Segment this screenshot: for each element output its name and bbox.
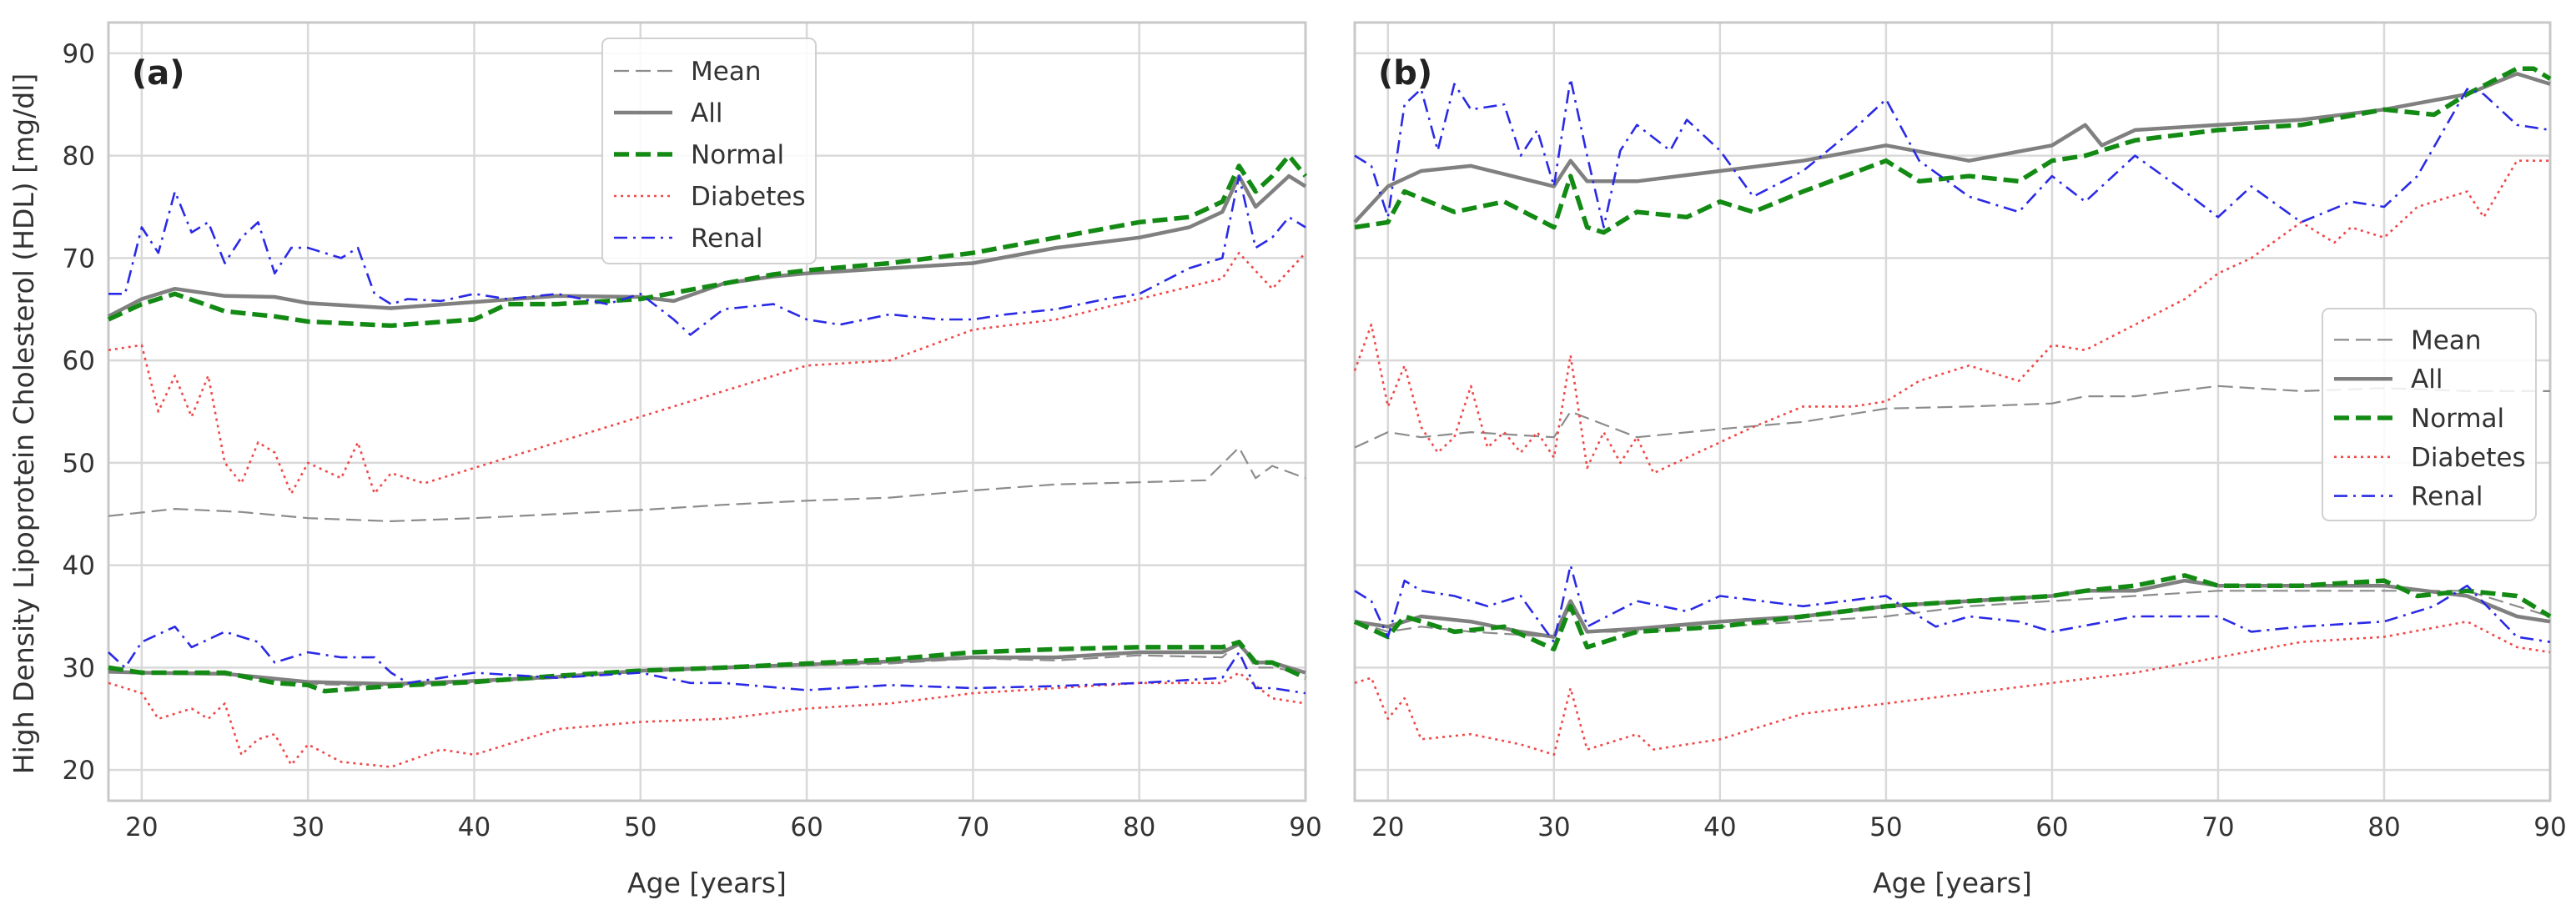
x-tick-label: 50 (624, 812, 657, 842)
y-tick-label: 50 (63, 449, 95, 479)
legend-label: Normal (2411, 404, 2504, 434)
series-line-diabetes (1353, 159, 2550, 475)
panel-a: 20 30 40 50 60 70 80 90 20 30 40 50 60 70 80 90 Age [yea… (63, 21, 1322, 899)
x-tick-label: 70 (2201, 812, 2234, 842)
x-tick-label: 90 (2533, 812, 2566, 842)
series-line-renal (1354, 564, 2551, 644)
series-line-mean (1354, 590, 2551, 638)
x-axis-label: Age [years] (1873, 867, 2032, 899)
legend-label: Mean (2411, 325, 2481, 355)
y-axis-label: High Density Lipoprotein Cholesterol (HD… (8, 73, 40, 774)
legend-label: Normal (691, 140, 784, 170)
x-tick-label: 50 (1869, 812, 1902, 842)
x-tick-label: 80 (1123, 812, 1155, 842)
x-tick-label: 90 (1289, 812, 1321, 842)
legend-box (2322, 308, 2537, 521)
y-tick-label: 40 (63, 551, 95, 581)
y-tick-label: 30 (63, 653, 95, 683)
series-line-diabetes (108, 251, 1306, 495)
legend-label: All (691, 98, 722, 128)
series-line-renal (108, 174, 1306, 336)
legend-label: Diabetes (2411, 443, 2526, 473)
legend-box (601, 38, 817, 264)
x-tick-label: 60 (790, 812, 823, 842)
panel-label: (a) (132, 54, 185, 93)
x-tick-label: 20 (1371, 812, 1404, 842)
y-tick-label: 60 (63, 346, 95, 376)
x-tick-label: 20 (125, 812, 158, 842)
series-line-all (1353, 72, 2551, 224)
series-line-renal (108, 625, 1306, 695)
legend-label: Renal (2411, 482, 2483, 512)
plot-frame (107, 21, 1307, 802)
x-tick-label: 80 (2367, 812, 2400, 842)
x-tick-label: 70 (957, 812, 989, 842)
series-line-mean (1354, 385, 2550, 449)
legend: Mean All Normal Diabetes Renal (2322, 308, 2537, 521)
y-tick-label: 90 (63, 39, 95, 69)
series-line-normal (108, 639, 1307, 694)
series-line-normal (107, 153, 1308, 329)
y-tick-label: 20 (63, 756, 95, 786)
series-line-mean (108, 446, 1306, 523)
legend-label: Renal (691, 224, 762, 254)
legend-label: Diabetes (691, 182, 806, 212)
series-line-normal (1353, 573, 2552, 652)
x-tick-label: 30 (1537, 812, 1570, 842)
legend: Mean All Normal Diabetes Renal (601, 38, 817, 264)
legend-label: All (2411, 365, 2443, 395)
panel-b: 20 30 40 50 60 70 80 90 Age [years] (b) Mean All Nor… (1353, 21, 2567, 899)
panel-label: (b) (1378, 54, 1432, 93)
x-tick-label: 60 (2035, 812, 2068, 842)
x-tick-label: 40 (1703, 812, 1736, 842)
x-axis-label: Age [years] (627, 867, 787, 899)
legend-label: Mean (691, 57, 761, 87)
plot-frame (1353, 21, 2552, 802)
series-line-renal (1354, 78, 2551, 229)
y-tick-label: 80 (63, 142, 95, 172)
x-tick-label: 30 (291, 812, 324, 842)
series-line-normal (1354, 66, 2552, 235)
series-line-diabetes (1354, 620, 2551, 757)
x-tick-label: 40 (458, 812, 491, 842)
y-tick-label: 70 (63, 244, 95, 274)
